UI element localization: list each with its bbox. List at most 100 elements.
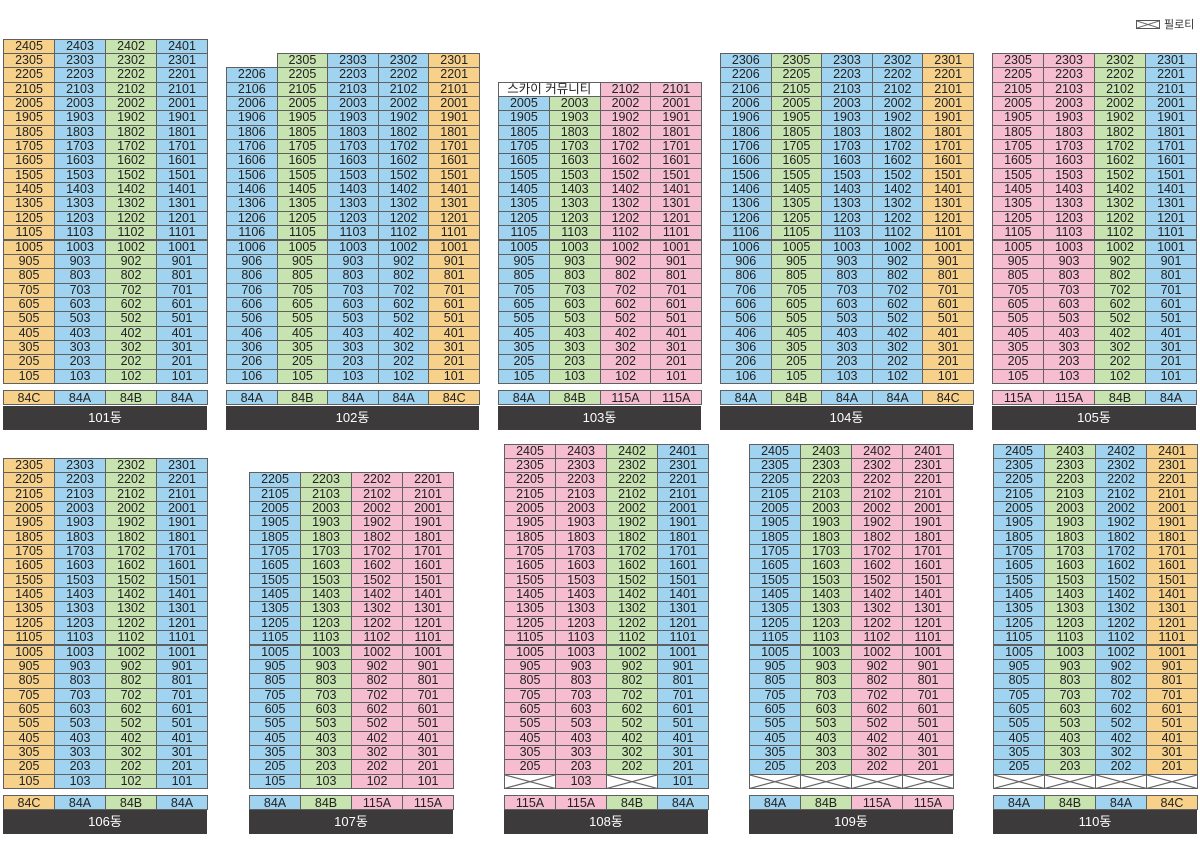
unit-cell: 805 bbox=[3, 268, 55, 284]
unit-cell: 2002 bbox=[105, 96, 157, 112]
unit-cell: 1205 bbox=[504, 615, 556, 632]
unit-cell: 201 bbox=[902, 759, 954, 775]
unit-cell: 1202 bbox=[606, 615, 658, 632]
unit-cell: 1802 bbox=[606, 529, 658, 546]
unit-type-label: 84B bbox=[300, 795, 352, 810]
building-name: 109동 bbox=[749, 810, 953, 834]
unit-cell: 403 bbox=[555, 730, 607, 746]
unit-cell: 1805 bbox=[276, 124, 329, 141]
unit-cell: 501 bbox=[657, 716, 709, 732]
unit-cell: 201 bbox=[922, 354, 974, 370]
unit-cell: 1801 bbox=[402, 529, 454, 546]
unit-cell: 1901 bbox=[902, 515, 954, 531]
unit-cell: 402 bbox=[851, 730, 903, 746]
unit-cell: 1501 bbox=[402, 572, 454, 589]
unit-cell: 205 bbox=[3, 759, 55, 775]
unit-type-label: 84B bbox=[276, 390, 329, 405]
unit-cell: 1201 bbox=[1146, 615, 1198, 632]
unit-cell: 1701 bbox=[922, 139, 974, 155]
unit-cell: 106 bbox=[720, 368, 772, 384]
unit-cell: 1405 bbox=[276, 182, 329, 198]
unit-cell: 1001 bbox=[650, 239, 703, 255]
piloti-cell bbox=[800, 773, 852, 789]
unit-cell: 401 bbox=[156, 730, 208, 746]
unit-cell: 1503 bbox=[555, 572, 607, 589]
unit-cell: 501 bbox=[1146, 716, 1198, 732]
unit-cell: 1405 bbox=[992, 182, 1044, 198]
unit-cell: 1703 bbox=[1044, 544, 1096, 560]
unit-cell: 1102 bbox=[851, 630, 903, 646]
unit-cell: 1602 bbox=[606, 558, 658, 574]
unit-cell: 2305 bbox=[504, 457, 556, 474]
unit-cell: 306 bbox=[720, 339, 772, 356]
unit-cell: 202 bbox=[1094, 354, 1146, 370]
unit-cell: 701 bbox=[428, 282, 480, 298]
unit-cell: 1905 bbox=[3, 110, 55, 126]
unit-cell: 2403 bbox=[555, 443, 607, 459]
unit-cell: 101 bbox=[402, 773, 454, 789]
unit-cell: 1101 bbox=[657, 630, 709, 646]
unit-cell: 902 bbox=[351, 658, 403, 675]
unit-cell: 1401 bbox=[156, 182, 208, 198]
unit-cell: 1001 bbox=[1145, 239, 1197, 255]
unit-cell: 1901 bbox=[402, 515, 454, 531]
unit-cell: 1803 bbox=[300, 529, 352, 546]
unit-cell: 503 bbox=[54, 716, 106, 732]
unit-cell: 202 bbox=[606, 759, 658, 775]
unit-cell: 1105 bbox=[504, 630, 556, 646]
unit-cell: 1601 bbox=[902, 558, 954, 574]
unit-cell: 2103 bbox=[821, 81, 873, 97]
unit-cell: 2205 bbox=[992, 67, 1044, 83]
unit-cell: 1801 bbox=[922, 124, 974, 141]
unit-cell: 1602 bbox=[871, 153, 924, 169]
unit-cell: 1601 bbox=[657, 558, 709, 574]
unit-cell: 603 bbox=[1043, 296, 1095, 313]
unit-cell: 801 bbox=[156, 673, 208, 689]
unit-cell: 1501 bbox=[922, 167, 974, 184]
unit-cell: 1302 bbox=[599, 196, 652, 212]
unit-cell: 1303 bbox=[821, 196, 873, 212]
unit-cell: 203 bbox=[1043, 354, 1095, 370]
unit-cell: 1602 bbox=[377, 153, 430, 169]
unit-cell: 1405 bbox=[749, 587, 801, 603]
unit-cell: 402 bbox=[377, 325, 430, 341]
unit-cell: 401 bbox=[922, 325, 974, 341]
unit-cell: 2201 bbox=[902, 472, 954, 488]
unit-cell: 2006 bbox=[226, 96, 278, 112]
unit-cell: 1002 bbox=[606, 644, 658, 660]
unit-cell: 603 bbox=[548, 296, 601, 313]
building-name: 108동 bbox=[504, 810, 708, 834]
unit-cell: 1905 bbox=[498, 110, 550, 126]
unit-type-label: 84B bbox=[1044, 795, 1096, 810]
unit-cell: 403 bbox=[300, 730, 352, 746]
unit-cell: 601 bbox=[402, 701, 454, 718]
unit-cell: 501 bbox=[922, 311, 974, 327]
unit-cell: 1105 bbox=[992, 225, 1044, 241]
unit-cell: 1503 bbox=[54, 167, 106, 184]
unit-cell: 2002 bbox=[377, 96, 430, 112]
unit-cell: 503 bbox=[54, 311, 106, 327]
unit-cell: 2301 bbox=[156, 457, 208, 474]
unit-cell: 302 bbox=[851, 744, 903, 761]
unit-cell: 1702 bbox=[851, 544, 903, 560]
unit-cell: 902 bbox=[606, 658, 658, 675]
unit-cell: 1501 bbox=[156, 167, 208, 184]
unit-cell: 303 bbox=[54, 744, 106, 761]
unit-cell: 2301 bbox=[922, 52, 974, 69]
unit-cell: 201 bbox=[657, 759, 709, 775]
unit-cell: 1305 bbox=[498, 196, 550, 212]
unit-cell: 1805 bbox=[504, 529, 556, 546]
unit-cell: 103 bbox=[54, 773, 106, 789]
unit-cell: 1703 bbox=[54, 139, 106, 155]
unit-cell: 303 bbox=[548, 339, 601, 356]
unit-cell: 2306 bbox=[720, 52, 772, 69]
unit-cell: 503 bbox=[821, 311, 873, 327]
unit-cell: 2002 bbox=[1094, 96, 1146, 112]
unit-cell: 2005 bbox=[992, 96, 1044, 112]
piloti-cross-icon bbox=[1136, 19, 1160, 29]
unit-cell: 1801 bbox=[657, 529, 709, 546]
unit-cell: 1803 bbox=[327, 124, 379, 141]
legend: 필로티 bbox=[1136, 16, 1194, 32]
unit-cell: 802 bbox=[105, 268, 157, 284]
unit-cell: 1302 bbox=[351, 601, 403, 617]
